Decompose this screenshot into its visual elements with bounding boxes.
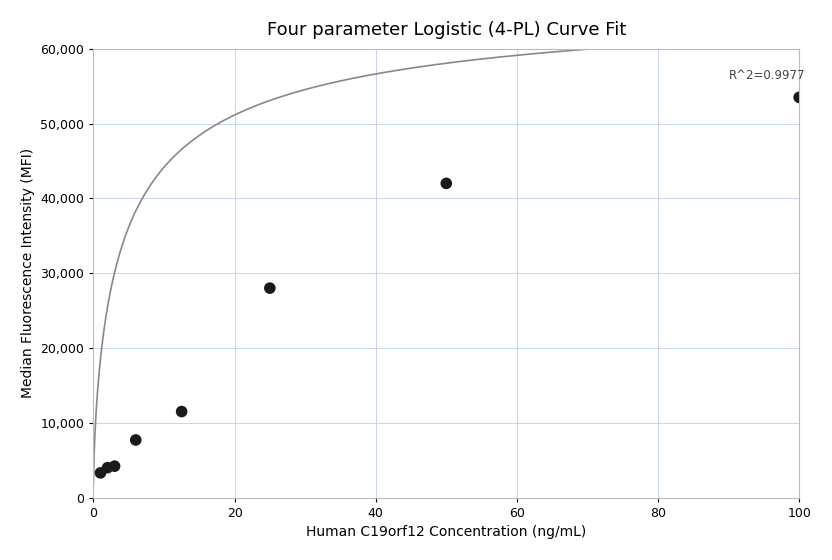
X-axis label: Human C19orf12 Concentration (ng/mL): Human C19orf12 Concentration (ng/mL) bbox=[306, 525, 587, 539]
Point bbox=[129, 436, 142, 445]
Y-axis label: Median Fluorescence Intensity (MFI): Median Fluorescence Intensity (MFI) bbox=[21, 148, 35, 398]
Point bbox=[439, 179, 453, 188]
Point bbox=[108, 461, 121, 470]
Title: Four parameter Logistic (4-PL) Curve Fit: Four parameter Logistic (4-PL) Curve Fit bbox=[266, 21, 626, 39]
Point bbox=[94, 468, 107, 477]
Point bbox=[263, 283, 276, 292]
Point bbox=[175, 407, 188, 416]
Text: R^2=0.9977: R^2=0.9977 bbox=[729, 69, 805, 82]
Point bbox=[793, 93, 806, 102]
Point bbox=[101, 463, 114, 472]
